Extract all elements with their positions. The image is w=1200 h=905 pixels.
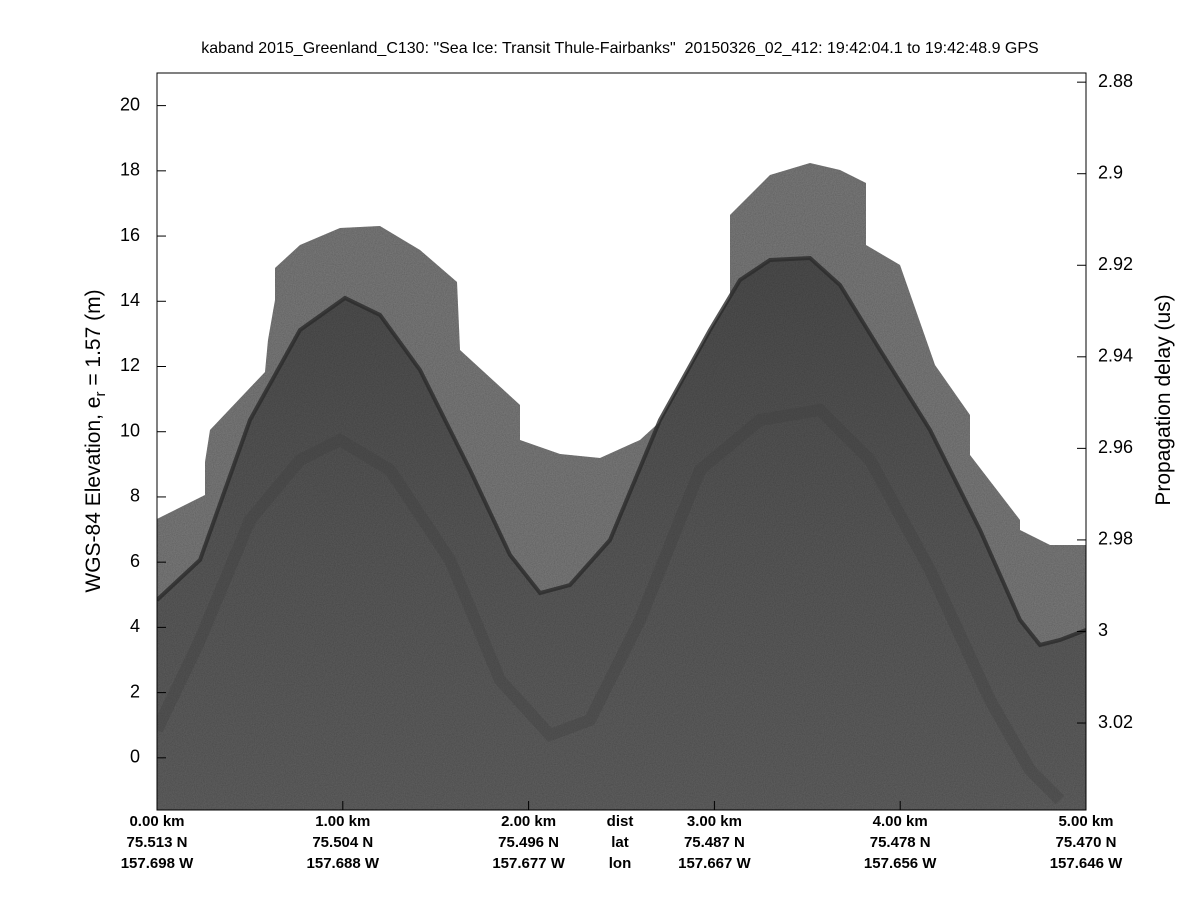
y-axis-label-subscript: r: [92, 392, 109, 397]
y2-tick-label: 3.02: [1098, 712, 1133, 732]
x-tick-lat: 75.504 N: [312, 834, 373, 851]
y-tick-label: 16: [120, 225, 140, 245]
y-tick-label: 14: [120, 290, 140, 310]
y2-tick-label: 2.9: [1098, 162, 1123, 182]
x-tick-label: 1.00 km: [315, 813, 370, 830]
y-tick-label: 18: [120, 160, 140, 180]
y2-tick-label: 2.94: [1098, 346, 1133, 366]
y2-tick-label: 3: [1098, 620, 1108, 640]
y-tick-label: 0: [130, 747, 140, 767]
x-tick-lat: 75.487 N: [684, 834, 745, 851]
x-tick-lon: 157.688 W: [307, 855, 380, 872]
x-row-name: dist: [607, 813, 634, 830]
x-tick-label: 2.00 km: [501, 813, 556, 830]
y2-tick-label: 2.96: [1098, 437, 1133, 457]
x-tick-lat: 75.513 N: [127, 834, 188, 851]
x-row-name: lat: [611, 834, 629, 851]
x-tick-lon: 157.677 W: [492, 855, 565, 872]
y-tick-label: 10: [120, 420, 140, 440]
y2-axis-label: Propagation delay (us): [1152, 294, 1175, 505]
y2-tick-label: 2.92: [1098, 254, 1133, 274]
plot-frame: [156, 72, 1087, 811]
y-tick-label: 6: [130, 551, 140, 571]
y-axis-label-part: = 1.57 (m): [82, 289, 105, 391]
x-tick-lon: 157.698 W: [121, 855, 194, 872]
y2-tick-label: 2.98: [1098, 529, 1133, 549]
x-tick-lat: 75.470 N: [1056, 834, 1117, 851]
x-tick-lat: 75.496 N: [498, 834, 559, 851]
y-tick-label: 12: [120, 355, 140, 375]
y-tick-label: 4: [130, 616, 140, 636]
x-tick-label: 3.00 km: [687, 813, 742, 830]
y-axis-label-part: WGS-84 Elevation, e: [82, 397, 105, 593]
x-tick-label: 0.00 km: [129, 813, 184, 830]
x-row-name: lon: [609, 855, 632, 872]
chart-title: kaband 2015_Greenland_C130: "Sea Ice: Tr…: [201, 40, 1038, 57]
x-tick-lon: 157.656 W: [864, 855, 937, 872]
y-tick-label: 20: [120, 94, 140, 114]
y2-tick-label: 2.88: [1098, 71, 1133, 91]
x-tick-lon: 157.667 W: [678, 855, 751, 872]
y-tick-label: 8: [130, 486, 140, 506]
x-tick-label: 4.00 km: [873, 813, 928, 830]
y-tick-label: 2: [130, 681, 140, 701]
y-axis-label: WGS-84 Elevation, er = 1.57 (m): [82, 289, 109, 592]
echogram-image: [157, 73, 1086, 810]
x-tick-lat: 75.478 N: [870, 834, 931, 851]
x-tick-label: 5.00 km: [1058, 813, 1113, 830]
x-tick-lon: 157.646 W: [1050, 855, 1123, 872]
